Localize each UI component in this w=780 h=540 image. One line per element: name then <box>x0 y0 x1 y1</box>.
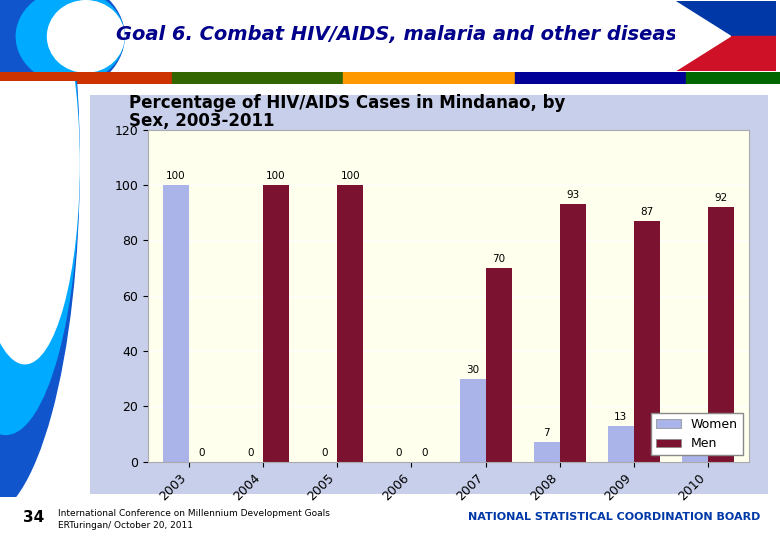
Ellipse shape <box>0 0 125 95</box>
Bar <box>459 379 486 462</box>
Text: 7: 7 <box>544 428 550 438</box>
Bar <box>686 72 780 84</box>
Polygon shape <box>675 1 776 36</box>
Text: 100: 100 <box>266 171 286 181</box>
Bar <box>515 72 686 84</box>
Text: 92: 92 <box>714 193 728 203</box>
Bar <box>560 204 586 462</box>
Circle shape <box>0 0 80 434</box>
Text: Sex, 2003-2011: Sex, 2003-2011 <box>129 112 275 130</box>
Bar <box>0 72 172 84</box>
Ellipse shape <box>16 0 125 84</box>
Bar <box>263 185 289 462</box>
Text: NATIONAL STATISTICAL COORDINATION BOARD: NATIONAL STATISTICAL COORDINATION BOARD <box>468 512 760 522</box>
Bar <box>163 185 189 462</box>
Circle shape <box>0 0 79 364</box>
Bar <box>708 207 734 462</box>
Legend: Women, Men: Women, Men <box>651 413 743 455</box>
Bar <box>337 185 363 462</box>
Bar <box>534 442 560 462</box>
Text: 30: 30 <box>466 364 479 375</box>
Bar <box>682 440 708 462</box>
Text: 0: 0 <box>247 448 254 457</box>
Text: 93: 93 <box>566 190 580 200</box>
Circle shape <box>0 0 79 517</box>
Bar <box>634 221 660 462</box>
Bar <box>486 268 512 462</box>
Text: 0: 0 <box>395 448 402 457</box>
Bar <box>172 72 343 84</box>
Text: ERTuringan/ October 20, 2011: ERTuringan/ October 20, 2011 <box>58 521 193 530</box>
Polygon shape <box>675 36 776 71</box>
Bar <box>343 72 515 84</box>
Polygon shape <box>675 1 730 71</box>
Text: 0: 0 <box>321 448 328 457</box>
Text: 0: 0 <box>421 448 427 457</box>
Text: 70: 70 <box>492 254 505 264</box>
Bar <box>608 426 634 462</box>
Text: 0: 0 <box>199 448 205 457</box>
Text: 13: 13 <box>615 411 628 422</box>
Text: 100: 100 <box>166 171 186 181</box>
Text: 100: 100 <box>340 171 360 181</box>
Text: 87: 87 <box>640 207 654 217</box>
Text: International Conference on Millennium Development Goals: International Conference on Millennium D… <box>58 509 331 518</box>
Text: Percentage of HIV/AIDS Cases in Mindanao, by: Percentage of HIV/AIDS Cases in Mindanao… <box>129 94 565 112</box>
Text: Goal 6. Combat HIV/AIDS, malaria and other diseases: Goal 6. Combat HIV/AIDS, malaria and oth… <box>116 25 703 44</box>
Ellipse shape <box>47 0 125 73</box>
Text: 34: 34 <box>23 510 44 525</box>
Text: 8: 8 <box>692 426 698 435</box>
